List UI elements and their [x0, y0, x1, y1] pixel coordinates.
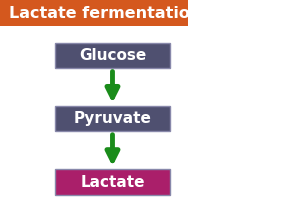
Bar [55, 106, 170, 131]
Bar [55, 170, 170, 194]
Text: Glucose: Glucose [79, 48, 146, 63]
Text: Pyruvate: Pyruvate [74, 111, 151, 126]
Text: Lactate fermentation: Lactate fermentation [9, 6, 202, 20]
Text: Lactate: Lactate [80, 175, 145, 189]
Bar [55, 43, 170, 68]
Bar [0, 0, 188, 26]
